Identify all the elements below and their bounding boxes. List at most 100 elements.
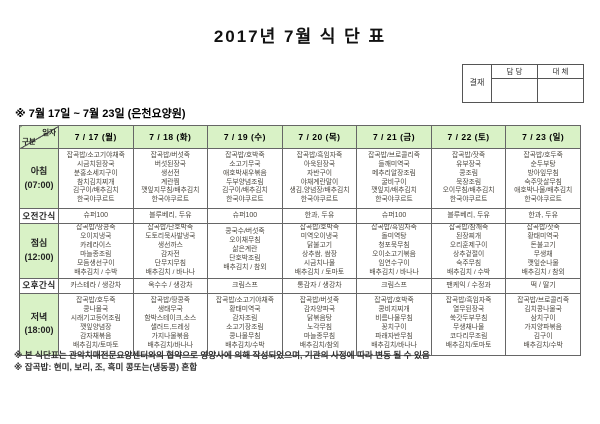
- menu-item: 김구이/배추김치: [72, 187, 119, 195]
- menu-item: 콩나물국: [83, 306, 109, 314]
- menu-cell: 슈퍼100: [58, 208, 134, 224]
- menu-item: 감자전: [160, 250, 180, 258]
- menu-item: 카레라이스: [80, 241, 112, 249]
- menu-item: 배추김치/수박: [225, 342, 265, 350]
- meal-row-label: 오전간식: [19, 208, 59, 224]
- meal-row-label: 아침 (07:00): [19, 148, 59, 209]
- menu-item: 시금치나물: [303, 259, 336, 267]
- corner-label-date: 일자: [42, 128, 56, 137]
- menu-cell: 크림스프: [207, 277, 283, 294]
- menu-item: 한국야쿠르트: [300, 196, 339, 204]
- menu-item: 김치콩나물국: [524, 306, 562, 314]
- meal-name: 오전간식: [22, 210, 56, 221]
- menu-item: 잡곡밥/소고기야채죽: [215, 297, 274, 305]
- menu-item: 생선전: [160, 169, 180, 177]
- menu-cell: 잡곡밥/흑임자죽 아욱된장국 자반구이 야채계란말이 생김,양념장/배추김치 한국야쿠르트: [281, 148, 358, 209]
- menu-item: 소고기장조림: [226, 324, 264, 332]
- menu-item: 삼치구이: [530, 315, 556, 323]
- meal-name: 점심: [30, 238, 48, 249]
- menu-cell: 잡곡밥/호박죽 콩비지찌개 비름나물무침 꽁치구이 파래자반무침 배추김치/바나나: [356, 292, 432, 356]
- menu-cell: 잡곡밥/참깨죽 된장찌개 오리훈제구이 상추겉절이 숙주무침 배추김치 / 수박: [430, 223, 507, 279]
- menu-cell: 슈퍼100: [207, 208, 283, 224]
- approval-col-daeche: 대 체: [537, 64, 584, 79]
- menu-item: 계란찜: [160, 178, 180, 186]
- menu-item: 오이지냉국: [80, 232, 112, 240]
- menu-cell: 옥수수 / 생강차: [132, 277, 209, 294]
- menu-item: 잡곡밥/땅콩죽: [150, 297, 191, 305]
- menu-item: 잡곡밥/호박죽: [299, 224, 340, 231]
- menu-item: 잡곡밥/호두죽: [523, 151, 563, 159]
- date-header: 7 / 19 (수): [207, 125, 283, 149]
- menu-item: 가지나물볶음: [151, 333, 190, 341]
- menu-item: 잡곡밥/잣죽: [526, 224, 560, 231]
- menu-cell: 한과, 두유: [505, 208, 581, 224]
- menu-item: 파래자반무침: [375, 333, 413, 341]
- menu-item: 잡곡밥/참깨죽: [448, 224, 489, 231]
- menu-item: 돌미역탕: [381, 232, 407, 240]
- menu-item: 배추김치/수박: [523, 342, 563, 350]
- approval-stamp-label: 결재: [462, 64, 492, 103]
- menu-item: 깻잎양념장: [80, 324, 112, 332]
- menu-item: 소고기무국: [229, 160, 261, 168]
- menu-item: 단호박조림: [229, 255, 261, 263]
- menu-item: 무생채: [533, 250, 553, 258]
- meal-row-label: 점심 (12:00): [19, 223, 59, 279]
- menu-item: 숙주무침: [456, 259, 482, 267]
- menu-item: 청포묵무침: [378, 241, 410, 249]
- menu-item: 한국야쿠르트: [226, 196, 264, 204]
- menu-item: 한국야쿠르트: [449, 196, 488, 204]
- menu-item: 된장찌개: [456, 232, 482, 240]
- menu-cell: 잡곡밥/브로콜리죽 김치콩나물국 삼치구이 가지양파볶음 김구이 배추김치/수박: [505, 292, 581, 356]
- menu-item: 미역오이냉국: [300, 232, 339, 240]
- menu-item: 배추김치 / 참외: [223, 264, 267, 272]
- menu-item: 순두부탕: [530, 160, 556, 168]
- menu-item: 노각무침: [306, 324, 332, 332]
- menu-item: 가지양파볶음: [524, 324, 562, 332]
- menu-cell: 잡곡밥/흑임자죽 열무된장국 쑥갓두부무침 무생채나물 코다리무조림 배추김치/토마토: [430, 292, 507, 356]
- menu-item: 배추김치 / 토마토: [294, 268, 345, 276]
- menu-item: 숙주맛살무침: [524, 178, 562, 186]
- menu-item: 애호박나물/배추김치: [514, 187, 573, 195]
- menu-item: 야채계란말이: [300, 178, 339, 186]
- menu-item: 배추김치 / 참외: [521, 268, 565, 276]
- menu-item: 김구이/배추김치: [222, 187, 268, 195]
- menu-cell: 잡곡밥/잣죽 황태미역국 돈불고기 무생채 깻잎순나물 배추김치 / 참외: [505, 223, 581, 279]
- menu-item: 잡곡밥/버섯죽: [150, 151, 191, 159]
- date-header-row: 일자 구분 7 / 17 (월) 7 / 18 (화) 7 / 19 (수) 7 / …: [19, 125, 581, 149]
- menu-cell: 블루베리, 두유: [132, 208, 209, 224]
- menu-cell: 잡곡밥/호두죽 순두부탕 방아잎무침 숙주맛살무침 애호박나물/배추김치 한국야쿠르트: [505, 148, 581, 209]
- meal-row-label: 오후간식: [19, 277, 59, 294]
- menu-item: 단무지무침: [154, 259, 186, 267]
- menu-row: 점심 (12:00) 잡곡밥/땅콩죽 오이지냉국 카레라이스 마늘종조림 모듬생선구이 배추김…: [19, 223, 581, 279]
- menu-item: 샐러드,드레싱: [150, 324, 191, 332]
- menu-item: 꽁치구이: [381, 324, 407, 332]
- menu-item: 시금치된장국: [77, 160, 115, 168]
- menu-item: 김구이: [533, 333, 553, 341]
- menu-cell: 잡곡밥/버섯죽 버섯된장국 생선전 계란찜 깻잎지무침/배추김치 한국야쿠르트: [132, 148, 209, 209]
- menu-item: 메추리알장조림: [372, 169, 416, 177]
- menu-item: 잡곡밥/호박죽: [225, 151, 265, 159]
- menu-item: 깻잎지/배추김치: [371, 187, 417, 195]
- menu-item: 배추김치 / 수박: [74, 268, 118, 276]
- menu-item: 애호박새우볶음: [223, 169, 267, 177]
- menu-item: 잡곡밥/소고기야채죽: [66, 151, 125, 159]
- menu-item: 분홍소세지구이: [73, 169, 118, 177]
- meal-row-label: 저녁 (18:00): [19, 292, 59, 356]
- meal-time: (07:00): [24, 179, 54, 190]
- menu-item: 배추김치/바나나: [147, 342, 194, 350]
- menu-item: 잡곡밥/잣죽: [452, 151, 486, 159]
- menu-item: 생김,양념장/배추김치: [289, 187, 350, 195]
- menu-cell: 카스테라 / 생강차: [58, 277, 134, 294]
- approval-box: 결재 담 당 대 체: [462, 64, 584, 103]
- menu-item: 모듬생선구이: [77, 259, 115, 267]
- menu-item: 자반구이: [306, 169, 332, 177]
- date-header: 7 / 20 (목): [281, 125, 358, 149]
- footnote-line: ※ 잡곡밥: 현미, 보리, 조, 흑미 콩또는(냉동콩) 혼합: [14, 362, 198, 373]
- menu-item: 배추김치 / 수박: [447, 268, 491, 276]
- menu-item: 오이무침/배추김치: [442, 187, 495, 195]
- menu-item: 황태미역국: [229, 306, 261, 314]
- approval-signature-cell: [537, 78, 584, 103]
- menu-cell: 잡곡밥/땅콩죽 오이지냉국 카레라이스 마늘종조림 모듬생선구이 배추김치 / 수박: [58, 223, 134, 279]
- meal-name: 아침: [30, 166, 48, 176]
- menu-item: 잡곡밥/버섯죽: [299, 297, 340, 305]
